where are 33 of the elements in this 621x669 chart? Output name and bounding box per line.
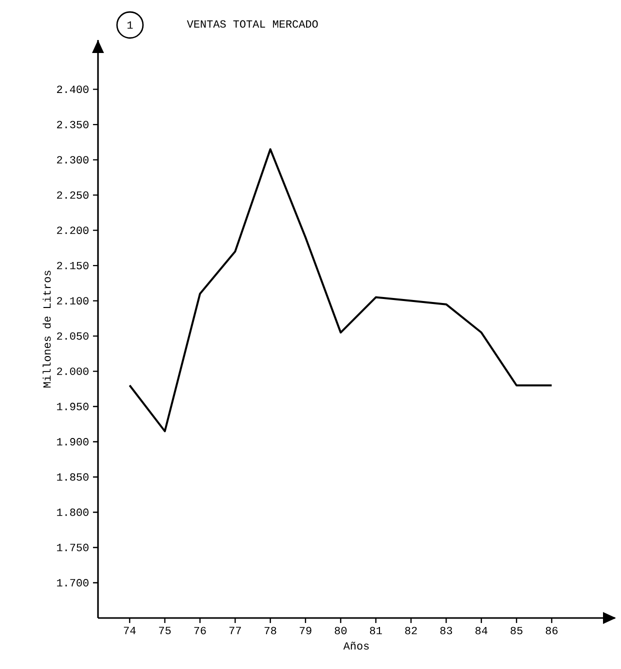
- x-tick-label: 84: [475, 626, 488, 634]
- x-tick-label: 80: [334, 626, 347, 634]
- y-tick-label: 2.000: [57, 368, 88, 376]
- y-tick-label: 2.050: [57, 332, 88, 340]
- y-tick-label: 2.300: [57, 156, 88, 164]
- x-tick-label: 76: [194, 626, 206, 634]
- x-tick-label: 86: [546, 626, 558, 634]
- y-tick-label: 2.150: [57, 262, 88, 270]
- x-tick-label: 81: [370, 626, 382, 634]
- x-tick-label: 75: [159, 626, 171, 634]
- chart-title: VENTAS TOTAL MERCADO: [186, 20, 318, 28]
- text: 1: [128, 21, 133, 29]
- y-tick-label: 1.700: [57, 579, 88, 586]
- y-tick-label: 2.100: [57, 297, 88, 305]
- y-tick-label: 1.850: [57, 473, 88, 481]
- y-tick-label: 1.800: [57, 508, 88, 516]
- x-axis-title: Años: [343, 642, 369, 650]
- y-tick-label: 2.200: [57, 226, 88, 234]
- x-tick-label: 78: [264, 626, 276, 634]
- x-tick-label: 79: [300, 626, 312, 634]
- y-tick-label: 2.250: [57, 191, 88, 199]
- x-tick-label: 83: [440, 626, 452, 634]
- y-tick-label: 2.400: [57, 86, 88, 94]
- y-axis-title: Millones de Litros: [42, 270, 51, 388]
- y-tick-label: 2.350: [57, 120, 88, 128]
- x-tick-label: 77: [229, 626, 241, 634]
- y-tick-label: 1.900: [57, 438, 88, 446]
- x-tick-label: 74: [124, 626, 136, 634]
- x-tick-label: 85: [510, 626, 522, 634]
- y-tick-label: 1.750: [57, 544, 88, 552]
- x-tick-label: 82: [405, 626, 417, 634]
- y-tick-label: 1.950: [57, 402, 88, 410]
- line-series: [128, 148, 553, 432]
